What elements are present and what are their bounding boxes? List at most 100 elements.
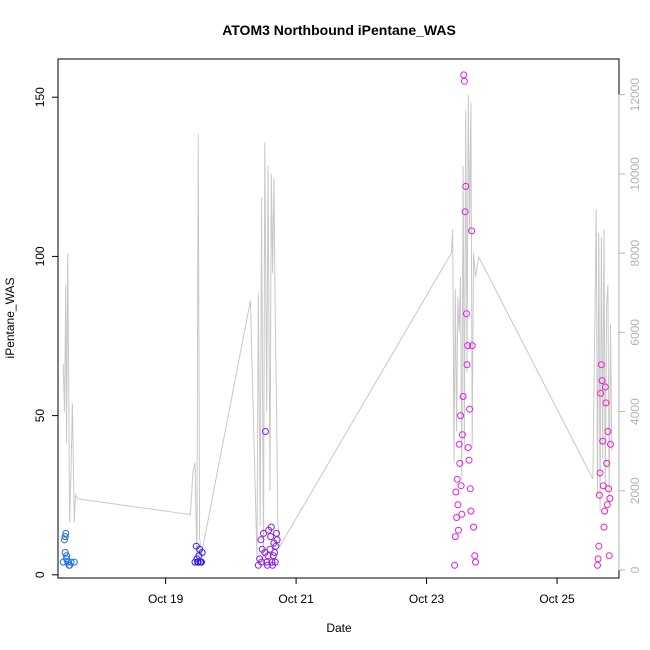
data-point: [462, 310, 470, 318]
data-point: [598, 377, 606, 385]
y-tick-label: 0: [33, 571, 47, 578]
data-point: [458, 510, 466, 518]
data-point: [466, 405, 474, 413]
x-tick-label: Oct 21: [278, 592, 314, 606]
data-point: [459, 393, 467, 400]
data-point: [67, 558, 75, 566]
data-point: [605, 485, 613, 493]
data-point: [595, 542, 603, 550]
data-point: [452, 488, 460, 496]
chart-title: ATOM3 Northbound iPentane_WAS: [222, 22, 456, 38]
data-point: [460, 77, 468, 85]
data-point: [597, 389, 605, 397]
data-point: [600, 523, 608, 531]
y-axis: 0 50 100 150: [33, 87, 59, 578]
data-point: [464, 342, 472, 350]
data-point: [264, 552, 272, 560]
x-tick-label: Oct 23: [409, 592, 445, 606]
data-point: [453, 475, 461, 483]
data-point: [468, 342, 476, 350]
data-point: [595, 491, 603, 499]
data-point: [468, 227, 476, 235]
data-point: [594, 555, 602, 563]
data-point: [604, 428, 612, 435]
data-point: [597, 361, 605, 369]
data-point: [464, 444, 472, 451]
data-point: [470, 523, 477, 531]
data-point: [451, 561, 459, 569]
data-point: [467, 507, 475, 515]
data-point: [466, 485, 474, 493]
data-point: [258, 558, 265, 566]
data-point: [599, 437, 607, 445]
point-layer: [59, 71, 614, 569]
data-point: [272, 542, 280, 550]
data-point: [603, 459, 611, 467]
data-point: [263, 561, 271, 569]
data-point: [268, 558, 276, 566]
data-point: [261, 428, 269, 435]
data-point: [62, 529, 70, 537]
data-point: [269, 552, 277, 560]
data-point: [61, 549, 69, 556]
y2-tick-label: 12000: [628, 78, 642, 112]
data-point: [596, 469, 604, 477]
data-point: [260, 529, 267, 537]
y2-axis: 0 2000 4000 6000 8000 10000 12000: [618, 78, 642, 573]
data-point: [198, 558, 205, 566]
data-point: [61, 533, 69, 541]
data-point: [454, 501, 462, 509]
x-tick-label: Oct 19: [148, 592, 184, 606]
data-point: [457, 412, 464, 420]
y2-tick-label: 4000: [628, 398, 642, 425]
data-point: [451, 533, 459, 541]
data-point: [601, 507, 609, 515]
data-point: [257, 536, 265, 544]
data-point: [66, 561, 74, 569]
data-point: [599, 482, 607, 490]
data-point: [273, 536, 281, 544]
data-point: [63, 555, 70, 563]
data-point: [463, 361, 471, 369]
y-tick-label: 150: [33, 87, 47, 107]
y-axis-label: iPentane_WAS: [3, 278, 17, 359]
x-axis-label: Date: [326, 621, 352, 635]
y2-tick-label: 8000: [628, 239, 642, 266]
data-point: [607, 440, 614, 448]
data-point: [458, 431, 466, 439]
data-point: [457, 482, 465, 490]
data-point: [606, 494, 614, 502]
y2-tick-label: 6000: [628, 319, 642, 346]
data-point: [601, 383, 609, 391]
y-tick-label: 50: [33, 409, 47, 423]
data-point: [465, 456, 473, 464]
y-tick-label: 100: [33, 246, 47, 266]
data-point: [267, 523, 275, 531]
y2-tick-label: 10000: [628, 157, 642, 191]
data-point: [61, 536, 68, 544]
data-point: [472, 558, 479, 566]
data-point: [267, 533, 275, 541]
data-point: [70, 558, 78, 566]
data-point: [461, 208, 469, 216]
data-point: [455, 440, 463, 448]
y2-tick-label: 2000: [628, 477, 642, 504]
x-axis: Oct 19 Oct 21 Oct 23 Oct 25: [148, 577, 575, 606]
data-point: [603, 501, 611, 509]
data-point: [198, 549, 206, 556]
data-point: [462, 182, 470, 190]
data-point: [456, 459, 464, 467]
data-point: [266, 545, 274, 553]
x-tick-label: Oct 25: [539, 592, 575, 606]
series-line: [62, 94, 613, 559]
data-point: [263, 558, 271, 566]
data-point: [271, 549, 279, 556]
data-point: [455, 526, 462, 534]
data-point: [453, 514, 461, 521]
data-point: [602, 399, 610, 407]
data-point: [63, 552, 70, 560]
data-point: [271, 558, 279, 566]
y2-tick-label: 0: [628, 566, 642, 573]
